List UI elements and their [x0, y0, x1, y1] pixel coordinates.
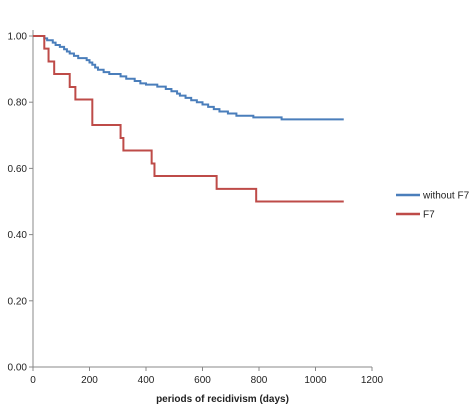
series-layer — [33, 35, 344, 203]
legend-label: F7 — [423, 210, 435, 221]
y-tick-label: 0.00 — [8, 363, 28, 374]
x-tick-label: 200 — [81, 375, 98, 386]
y-tick-label: 0.60 — [8, 164, 28, 175]
axes: 0.00 0.20 0.40 0.60 0.80 1.00 0 200 400 600 800 100… — [8, 30, 384, 386]
x-axis-title: periods of recidivism (days) — [156, 394, 289, 405]
y-tick-label: 0.20 — [8, 296, 28, 307]
y-tick-label: 1.00 — [8, 32, 28, 43]
x-tick-label: 400 — [138, 375, 155, 386]
legend: without F7 F7 — [396, 191, 470, 221]
x-tick-label: 1200 — [361, 375, 384, 386]
series-line-1 — [33, 35, 344, 121]
x-tick-label: 1000 — [304, 375, 327, 386]
series-line-2 — [33, 35, 344, 203]
y-tick-label: 0.40 — [8, 230, 28, 241]
x-tick-label: 0 — [30, 375, 36, 386]
legend-label: without F7 — [422, 191, 470, 202]
x-tick-label: 800 — [251, 375, 268, 386]
y-tick-label: 0.80 — [8, 98, 28, 109]
x-tick-label: 600 — [194, 375, 211, 386]
